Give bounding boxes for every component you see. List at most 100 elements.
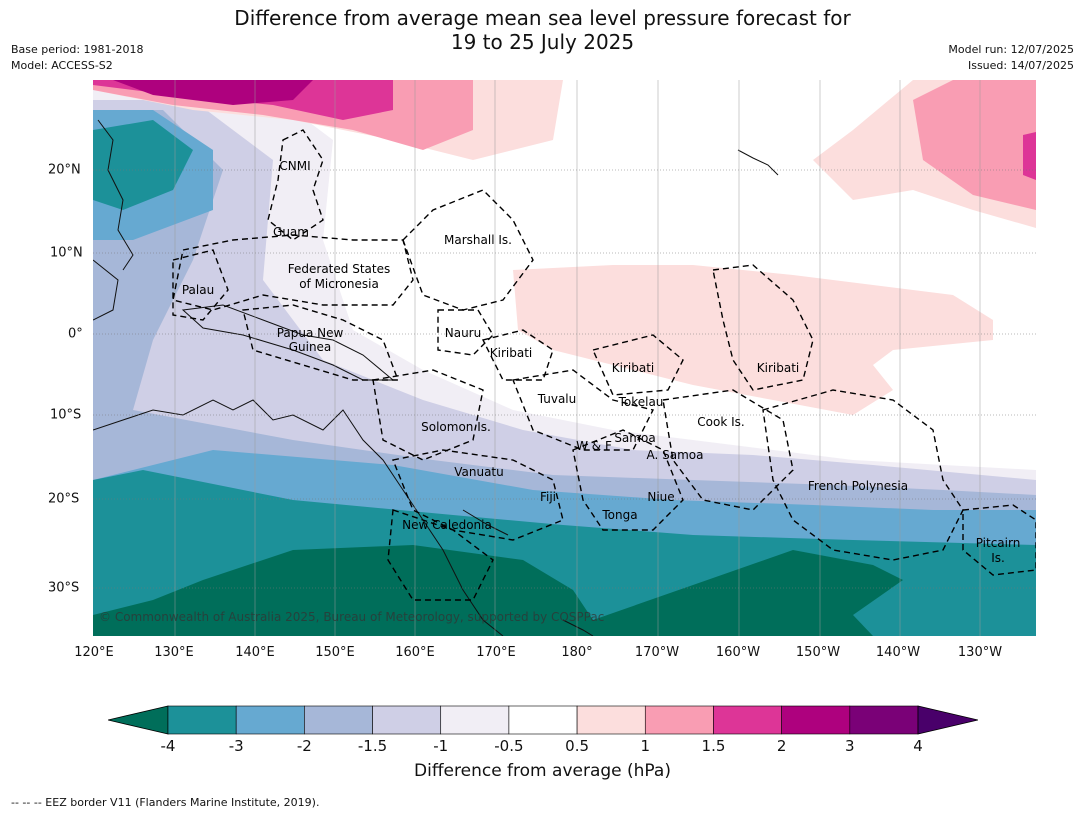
- title-line-2: 19 to 25 July 2025: [450, 30, 635, 54]
- philippines-coast: [97, 119, 134, 271]
- colorbar-swatch: [713, 705, 782, 735]
- model-name: Model: ACCESS-S2: [11, 59, 113, 72]
- label-french-polynesia: French Polynesia: [808, 479, 908, 493]
- colorbar-tick-label: -2: [296, 737, 312, 755]
- place-labels: CNMI Guam Marshall Is. Federated States …: [182, 159, 1020, 565]
- band-neg-4: [93, 545, 903, 636]
- map-panel: CNMI Guam Marshall Is. Federated States …: [93, 80, 1036, 636]
- lat-label: 20°S: [48, 491, 80, 507]
- colorbar-tick-label: -1.5: [357, 737, 388, 755]
- eez-samoa-niue-tonga: [572, 429, 684, 531]
- label-png-1: Papua New: [277, 326, 344, 340]
- eez-png: [242, 304, 400, 381]
- eez-new-caledonia: [387, 509, 494, 601]
- colorbar-tick-label: 1.5: [701, 737, 726, 755]
- lat-label: 20°N: [48, 162, 81, 178]
- label-fsm-2: of Micronesia: [299, 277, 379, 291]
- eez-fsm: [172, 234, 414, 311]
- colorbar-swatch: [440, 705, 510, 735]
- lat-label: 10°N: [50, 245, 83, 261]
- colorbar-swatch: [235, 705, 305, 735]
- colorbar-tick-label: -3: [228, 737, 244, 755]
- label-niue: Niue: [647, 490, 674, 504]
- eez-solomon: [372, 369, 484, 461]
- colorbar-tick-label: -1: [433, 737, 449, 755]
- label-samoa: Samoa: [614, 431, 655, 445]
- eez-kiribati-central: [592, 334, 684, 396]
- copyright: © Commonwealth of Australia 2025, Bureau…: [99, 610, 604, 624]
- borneo-coast: [93, 259, 119, 321]
- colorbar-tick-label: 1: [640, 737, 651, 755]
- meta-left: Base period: 1981-2018 Model: ACCESS-S2: [11, 42, 143, 74]
- base-period: Base period: 1981-2018: [11, 43, 144, 56]
- label-marshall: Marshall Is.: [444, 233, 512, 247]
- chart-title: Difference from average mean sea level p…: [0, 6, 1085, 54]
- label-pitcairn-1: Pitcairn: [976, 536, 1021, 550]
- colorbar: [107, 705, 979, 735]
- issued-date: Issued: 14/07/2025: [967, 59, 1074, 72]
- colorbar-swatch: [849, 705, 919, 735]
- lat-label: 10°S: [50, 407, 82, 423]
- label-new-caledonia: New Caledonia: [402, 518, 492, 532]
- eez-kiribati-west: [481, 329, 554, 381]
- eez-nauru: [437, 309, 494, 356]
- lon-label: 170°E: [476, 645, 516, 660]
- meridians: [174, 80, 981, 636]
- colorbar-tick-label: 2: [776, 737, 787, 755]
- eez-french-polynesia: [762, 389, 964, 561]
- colorbar-swatch: [576, 705, 646, 735]
- lon-label: 140°E: [235, 645, 275, 660]
- eez-vanuatu-fiji: [392, 449, 564, 541]
- hawaii-coast: [737, 149, 779, 176]
- band-neg-3: [93, 120, 1036, 636]
- lon-label: 180°: [561, 645, 593, 660]
- eez-kiribati-east: [712, 264, 814, 391]
- colorbar-tick-label: -0.5: [494, 737, 524, 755]
- lon-label: 170°W: [634, 645, 680, 660]
- label-fsm-1: Federated States: [288, 262, 390, 276]
- lon-label: 120°E: [74, 645, 114, 660]
- colorbar-tick-label: 0.5: [565, 737, 590, 755]
- colorbar-swatch: [304, 705, 373, 735]
- lon-label: 160°W: [715, 645, 761, 660]
- label-wf: W & F: [576, 439, 612, 453]
- colorbar-swatch: [167, 705, 237, 735]
- label-pitcairn-2: Is.: [991, 551, 1005, 565]
- eez-marshall: [402, 189, 534, 311]
- lon-label: 160°E: [395, 645, 435, 660]
- colorbar-swatch: [781, 705, 851, 735]
- label-tokelau: Tokelau: [618, 395, 664, 409]
- colorbar-tick-label: 4: [913, 737, 923, 755]
- lon-label: 140°W: [875, 645, 921, 660]
- label-kiribati-2: Kiribati: [612, 361, 654, 375]
- colorbar-label: Difference from average (hPa): [414, 761, 671, 781]
- colorbar-swatch: [508, 705, 578, 735]
- eez-footnote: -- -- -- EEZ border V11 (Flanders Marine…: [11, 796, 320, 809]
- label-cnmi: CNMI: [279, 159, 310, 173]
- lon-label: 130°W: [957, 645, 1003, 660]
- eez-pitcairn: [962, 504, 1036, 576]
- eez-tuvalu-tokelau: [512, 369, 655, 451]
- colorbar-swatch: [372, 705, 442, 735]
- colorbar-tick-label: 3: [845, 737, 855, 755]
- new-caledonia-coast: [462, 509, 509, 536]
- colorbar-swatch: [644, 705, 714, 735]
- band-pos-2-north: [113, 80, 313, 105]
- eez-cook: [662, 389, 794, 511]
- label-png-2: Guinea: [289, 340, 332, 354]
- new-zealand-coast: [562, 619, 594, 636]
- model-run: Model run: 12/07/2025: [948, 43, 1074, 56]
- eez-palau: [172, 249, 229, 321]
- meta-right: Model run: 12/07/2025 Issued: 14/07/2025: [948, 42, 1074, 74]
- band-pos-05-central: [513, 265, 993, 415]
- label-cook: Cook Is.: [697, 415, 744, 429]
- graticule: [93, 169, 1036, 589]
- lon-label: 130°E: [154, 645, 194, 660]
- label-palau: Palau: [182, 283, 214, 297]
- label-guam: Guam: [273, 225, 309, 239]
- lat-label: 0°: [68, 326, 83, 342]
- band-pos-15-north: [93, 80, 1036, 180]
- label-kiribati-3: Kiribati: [757, 361, 799, 375]
- lon-label: 150°E: [315, 645, 355, 660]
- eez-cnmi-guam: [267, 129, 324, 241]
